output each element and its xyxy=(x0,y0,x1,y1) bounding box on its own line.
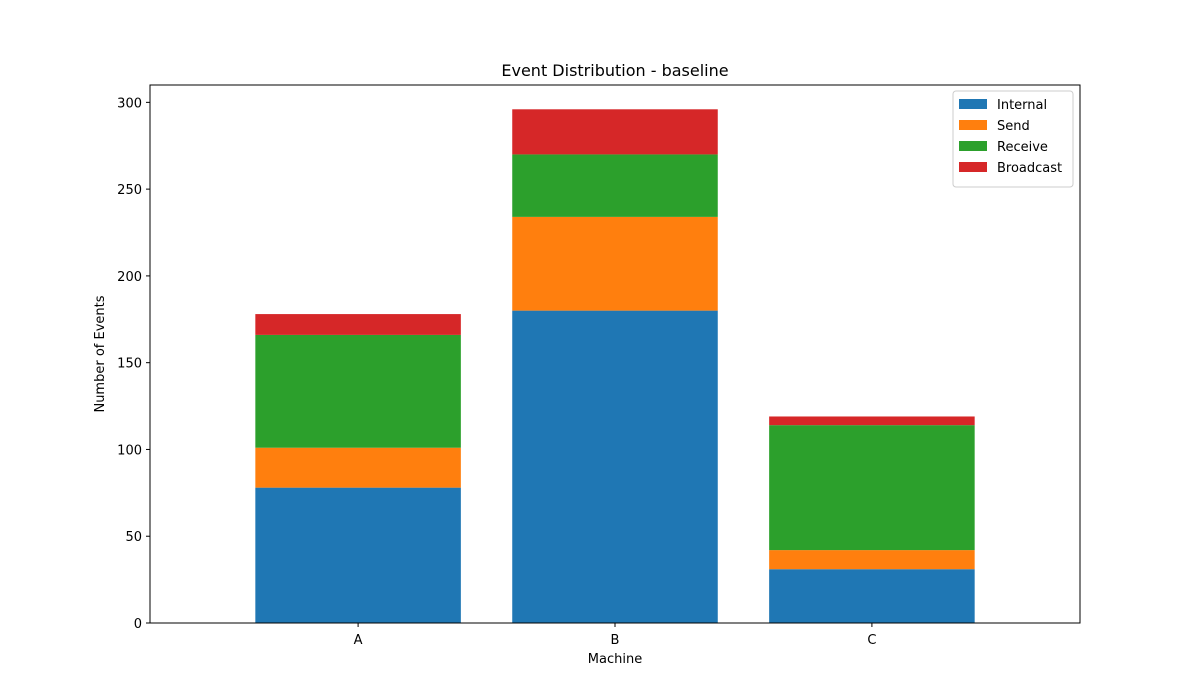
plot-area xyxy=(255,109,975,623)
bar-a-receive xyxy=(255,334,461,448)
legend-label-send: Send xyxy=(997,119,1030,134)
bar-c-send xyxy=(769,550,975,570)
legend-swatch-internal xyxy=(959,99,987,109)
y-tick-label: 100 xyxy=(117,443,142,458)
x-tick-label: B xyxy=(611,633,620,648)
bar-c-broadcast xyxy=(769,416,975,426)
y-axis-label: Number of Events xyxy=(93,295,108,412)
bar-c-internal xyxy=(769,569,975,623)
chart-title: Event Distribution - baseline xyxy=(501,61,728,80)
bar-a-internal xyxy=(255,487,461,623)
legend-swatch-receive xyxy=(959,141,987,151)
y-tick-label: 0 xyxy=(134,617,142,632)
x-axis-label: Machine xyxy=(588,652,642,667)
legend-label-receive: Receive xyxy=(997,140,1048,155)
bar-b-receive xyxy=(512,154,718,217)
y-axis: 0 50 100 150 200 250 300 xyxy=(117,96,150,632)
y-tick-label: 150 xyxy=(117,357,142,372)
bar-b-internal xyxy=(512,310,718,623)
bar-a-broadcast xyxy=(255,314,461,335)
legend-label-broadcast: Broadcast xyxy=(997,161,1062,176)
x-tick-label: C xyxy=(867,633,876,648)
legend-label-internal: Internal xyxy=(997,98,1047,113)
x-tick-label: A xyxy=(354,633,363,648)
bar-b-broadcast xyxy=(512,109,718,155)
y-tick-label: 200 xyxy=(117,270,142,285)
y-tick-label: 300 xyxy=(117,96,142,111)
legend: Internal Send Receive Broadcast xyxy=(952,90,1074,188)
bar-c-receive xyxy=(769,425,975,551)
y-tick-label: 50 xyxy=(125,530,142,545)
x-axis: A B C xyxy=(354,623,876,648)
y-tick-label: 250 xyxy=(117,183,142,198)
bar-b-send xyxy=(512,216,718,311)
legend-swatch-send xyxy=(959,120,987,130)
bar-a-send xyxy=(255,447,461,488)
legend-swatch-broadcast xyxy=(959,162,987,172)
